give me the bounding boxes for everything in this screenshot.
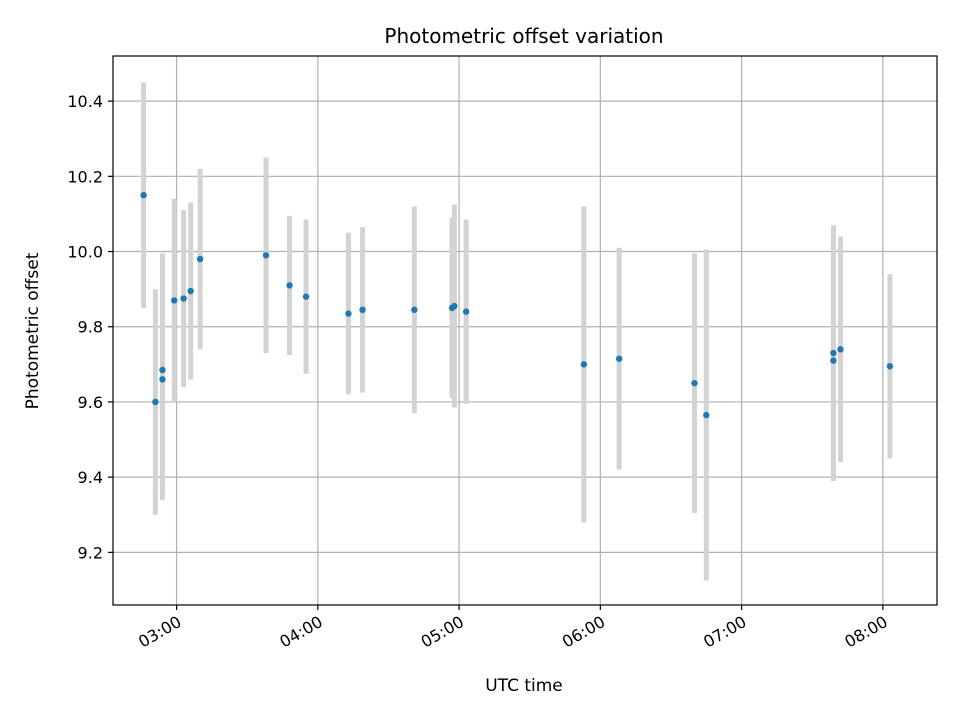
chart-title: Photometric offset variation: [384, 24, 663, 48]
data-point: [171, 297, 178, 304]
x-tick-label: 04:00: [276, 612, 325, 652]
data-point: [451, 302, 458, 310]
data-point: [140, 191, 147, 199]
data-point: [830, 349, 837, 357]
data-point: [359, 306, 366, 314]
y-tick-label: 9.6: [78, 393, 103, 412]
x-tick-label: 07:00: [700, 612, 749, 652]
x-tick-label: 05:00: [418, 612, 467, 652]
data-point: [196, 255, 204, 263]
x-axis-label: UTC time: [485, 676, 563, 696]
y-tick-label: 9.8: [78, 318, 103, 337]
data-point: [580, 361, 588, 368]
x-tick-label: 06:00: [559, 612, 608, 652]
data-point: [411, 306, 418, 314]
plot-frame: [112, 55, 938, 606]
data-point: [462, 308, 470, 315]
data-point: [180, 295, 187, 302]
y-tick-label: 10.0: [67, 243, 103, 262]
y-axis-label: Photometric offset: [23, 252, 43, 409]
data-point: [615, 355, 623, 362]
y-tick-label: 10.2: [67, 167, 103, 186]
data-point: [159, 376, 166, 383]
y-tick-label: 10.4: [67, 92, 103, 111]
data-point: [286, 282, 293, 289]
data-point: [691, 379, 698, 387]
data-point: [302, 293, 310, 300]
y-tick-label: 9.2: [78, 543, 103, 562]
data-point: [262, 252, 270, 259]
error-bars: [141, 82, 893, 581]
data-point: [159, 366, 166, 374]
y-tick-label: 9.4: [78, 468, 103, 487]
data-point: [152, 398, 159, 406]
x-tick-label: 08:00: [841, 612, 890, 652]
data-point: [187, 287, 194, 295]
data-points: [140, 191, 894, 419]
data-point: [886, 363, 894, 370]
data-point: [703, 411, 710, 419]
data-point: [345, 310, 352, 317]
data-point: [837, 346, 844, 353]
x-axis-ticks: 03:00 04:00 05:00 06:00 07:00 08:00: [135, 605, 891, 652]
y-axis-ticks: 9.2 9.4 9.6 9.8 10.0 10.2 10.4: [67, 92, 113, 562]
grid: [113, 56, 937, 605]
x-tick-label: 03:00: [135, 612, 184, 652]
data-point: [830, 357, 837, 364]
